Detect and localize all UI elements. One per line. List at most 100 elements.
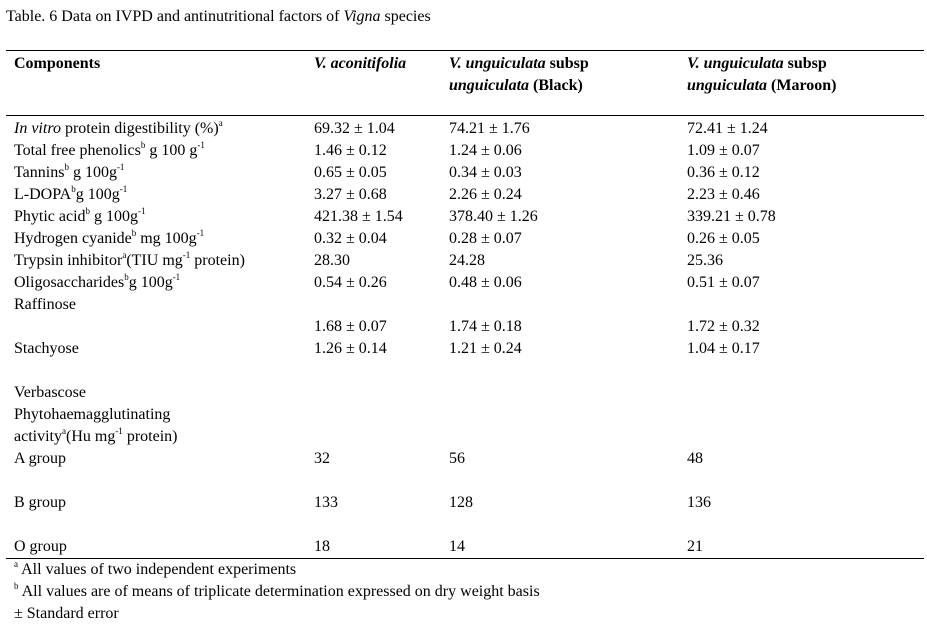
row-label-unit: (Hu mg bbox=[65, 428, 116, 445]
row-label-text: protein digestibility (%) bbox=[60, 120, 219, 137]
row-label-sup: b bbox=[131, 228, 137, 238]
footnote: ± Standard error bbox=[14, 603, 540, 625]
cell-value: 74.21 ± 1.76 bbox=[449, 120, 530, 137]
cell-value: 1.72 ± 0.32 bbox=[687, 318, 760, 335]
row-label: B group bbox=[14, 492, 66, 514]
footnote: b All values are of means of triplicate … bbox=[14, 581, 540, 603]
row-label: Phytic acidb g 100g-1 bbox=[14, 206, 146, 228]
cell-value: 0.65 ± 0.05 bbox=[314, 164, 387, 181]
row-label-exponent: -1 bbox=[182, 250, 191, 260]
cell-value: 32 bbox=[314, 450, 330, 467]
row-label-text: Trypsin inhibitor bbox=[14, 252, 123, 269]
cell-value: 28.30 bbox=[314, 252, 350, 269]
row-label-unit: g 100g bbox=[90, 208, 139, 225]
footnote-mark: b bbox=[14, 581, 19, 591]
row-label-exponent: -1 bbox=[196, 228, 205, 238]
cell-value: 1.04 ± 0.17 bbox=[687, 340, 760, 357]
cell-value: 21 bbox=[687, 538, 703, 555]
footnote-mark: a bbox=[14, 559, 18, 569]
cell-value: 0.26 ± 0.05 bbox=[687, 230, 760, 247]
cell-value: 128 bbox=[449, 494, 473, 511]
row-label-text: Verbascose bbox=[14, 384, 86, 401]
row-label-unit: (TIU mg bbox=[126, 252, 183, 269]
cell-value: 25.36 bbox=[687, 252, 723, 269]
cell-value: 339.21 ± 0.78 bbox=[687, 208, 776, 225]
row-label-exponent: -1 bbox=[116, 162, 125, 172]
row-label-text: Total free phenolics bbox=[14, 142, 141, 159]
cell-value: 0.34 ± 0.03 bbox=[449, 164, 522, 181]
header-col2-subsp: subsp bbox=[545, 55, 589, 72]
footnote-text: All values of two independent experiment… bbox=[18, 561, 297, 578]
row-label: Verbascose bbox=[14, 382, 86, 404]
row-label-text: Oligosaccharides bbox=[14, 274, 125, 291]
header-col2-variety: unguiculata bbox=[449, 77, 530, 94]
row-label: activitya(Hu mg-1 protein) bbox=[14, 426, 177, 448]
header-col3-species: V. unguiculata bbox=[687, 55, 784, 72]
cell-value: 56 bbox=[449, 450, 465, 467]
row-label-exponent: -1 bbox=[119, 184, 128, 194]
row-label-sup: b bbox=[64, 162, 69, 172]
cell-value: 24.28 bbox=[449, 252, 485, 269]
row-label: O group bbox=[14, 536, 67, 558]
footnote: a All values of two independent experime… bbox=[14, 559, 540, 581]
cell-value: 0.48 ± 0.06 bbox=[449, 274, 522, 291]
header-col1: V. aconitifolia bbox=[314, 53, 406, 75]
footnotes: a All values of two independent experime… bbox=[14, 559, 540, 625]
header-components: Components bbox=[14, 55, 101, 72]
row-label-text: Raffinose bbox=[14, 296, 76, 313]
cell-value: 421.38 ± 1.54 bbox=[314, 208, 403, 225]
row-label-text: L-DOPA bbox=[14, 186, 72, 203]
row-label-tail: protein) bbox=[190, 252, 245, 269]
cell-value: 0.28 ± 0.07 bbox=[449, 230, 522, 247]
row-label-italic: In vitro bbox=[14, 120, 61, 137]
row-label-unit: g 100g bbox=[68, 164, 117, 181]
row-label-text: A group bbox=[14, 450, 66, 467]
row-label-sup: b bbox=[85, 206, 91, 216]
row-label-text: activity bbox=[14, 428, 62, 445]
row-label: A group bbox=[14, 448, 66, 470]
header-rule bbox=[6, 115, 924, 116]
footnote-text: ± Standard error bbox=[14, 605, 119, 622]
row-label: L-DOPAbg 100g-1 bbox=[14, 184, 127, 206]
cell-value: 136 bbox=[687, 494, 711, 511]
row-label-exponent: -1 bbox=[197, 140, 205, 150]
row-label-unit: g 100g bbox=[128, 274, 173, 291]
row-label-unit: g 100g bbox=[75, 186, 120, 203]
row-label-text: Hydrogen cyanide bbox=[14, 230, 132, 247]
header-col1-name: V. aconitifolia bbox=[314, 55, 407, 72]
row-label: Stachyose bbox=[14, 338, 79, 360]
cell-value: 18 bbox=[314, 538, 330, 555]
cell-value: 378.40 ± 1.26 bbox=[449, 208, 538, 225]
cell-value: 0.36 ± 0.12 bbox=[687, 164, 760, 181]
cell-value: 69.32 ± 1.04 bbox=[314, 120, 395, 137]
row-label: Hydrogen cyanideb mg 100g-1 bbox=[14, 228, 204, 250]
row-label: Phytohaemagglutinating bbox=[14, 404, 170, 426]
row-label: Total free phenolicsb g 100 g-1 bbox=[14, 140, 205, 162]
header-col3-subsp: subsp bbox=[783, 55, 827, 72]
table-caption: Table. 6 Data on IVPD and antinutritiona… bbox=[6, 8, 431, 26]
cell-value: 1.46 ± 0.12 bbox=[314, 142, 387, 159]
bottom-rule bbox=[6, 558, 924, 559]
cell-value: 0.32 ± 0.04 bbox=[314, 230, 387, 247]
cell-value: 133 bbox=[314, 494, 338, 511]
cell-value: 2.26 ± 0.24 bbox=[449, 186, 522, 203]
footnote-text: All values are of means of triplicate de… bbox=[18, 583, 540, 600]
row-label: Raffinose bbox=[14, 294, 76, 316]
header-col3: V. unguiculata subsp unguiculata (Maroon… bbox=[687, 53, 837, 97]
row-label-exponent: -1 bbox=[172, 272, 181, 282]
cell-value: 1.24 ± 0.06 bbox=[449, 142, 522, 159]
cell-value: 72.41 ± 1.24 bbox=[687, 120, 768, 137]
row-label: In vitro protein digestibility (%)a bbox=[14, 118, 223, 140]
row-label-sup: a bbox=[61, 426, 66, 436]
caption-suffix: species bbox=[380, 8, 431, 25]
row-label-tail: protein) bbox=[122, 428, 178, 445]
cell-value: 1.26 ± 0.14 bbox=[314, 340, 387, 357]
cell-value: 1.74 ± 0.18 bbox=[449, 318, 522, 335]
caption-prefix: Table. 6 Data on IVPD and antinutritiona… bbox=[6, 8, 344, 25]
caption-genus: Vigna bbox=[343, 8, 381, 25]
header-col2-color: (Black) bbox=[529, 77, 583, 94]
row-label-sup: b bbox=[124, 272, 129, 282]
row-label-exponent: -1 bbox=[138, 206, 146, 216]
cell-value: 1.09 ± 0.07 bbox=[687, 142, 760, 159]
row-label-text: Phytic acid bbox=[14, 208, 86, 225]
